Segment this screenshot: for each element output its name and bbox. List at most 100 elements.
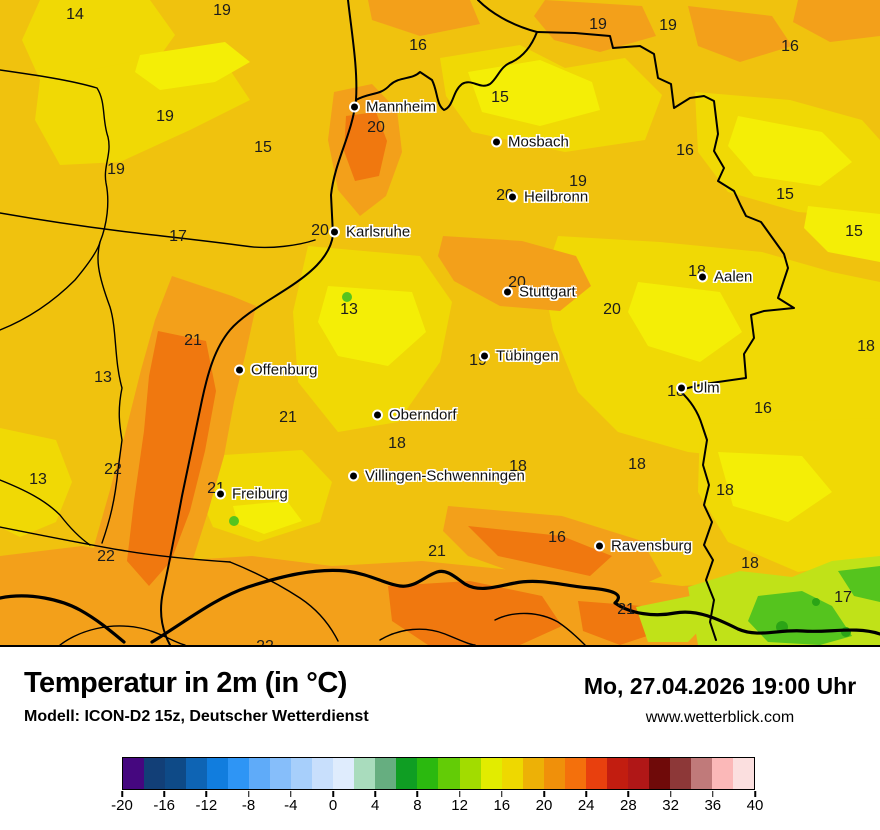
temp-label: 13 bbox=[94, 369, 112, 386]
city-marker: Villingen-Schwenningen bbox=[348, 469, 525, 484]
city-dot-icon bbox=[479, 350, 490, 362]
temp-label: 22 bbox=[104, 461, 122, 478]
city-dot-icon bbox=[234, 364, 245, 376]
scale-tick bbox=[585, 791, 587, 797]
city-name: Villingen-Schwenningen bbox=[365, 467, 525, 485]
scale-segment bbox=[396, 758, 418, 789]
scale-tick-label: 32 bbox=[662, 797, 679, 814]
scale-segment bbox=[501, 758, 523, 789]
city-dot-icon bbox=[507, 191, 518, 203]
scale-tick-label: -4 bbox=[284, 797, 298, 814]
map-title: Temperatur in 2m (in °C) bbox=[24, 667, 347, 699]
scale-segment bbox=[333, 758, 355, 789]
scale-tick-label: 24 bbox=[577, 797, 595, 814]
city-name: Mosbach bbox=[508, 133, 569, 151]
scale-segment bbox=[627, 758, 649, 789]
city-marker: Heilbronn bbox=[507, 190, 588, 205]
scale-segment bbox=[648, 758, 670, 789]
scale-segment bbox=[459, 758, 481, 789]
temp-label: 19 bbox=[156, 108, 174, 125]
temp-label: 18 bbox=[741, 555, 759, 572]
temp-label: 16 bbox=[754, 400, 772, 417]
temp-label: 21 bbox=[428, 543, 446, 560]
city-marker: Oberndorf bbox=[372, 408, 457, 423]
city-dot-icon bbox=[502, 286, 513, 298]
scale-segment bbox=[690, 758, 712, 789]
datetime-label: Mo, 27.04.2026 19:00 Uhr bbox=[583, 673, 857, 699]
scale-tick-label: 40 bbox=[746, 797, 764, 814]
scale-tick-label: 16 bbox=[493, 797, 511, 814]
city-marker: Mosbach bbox=[491, 135, 569, 150]
scale-tick-label: 28 bbox=[620, 797, 637, 814]
scale-segment bbox=[669, 758, 691, 789]
temp-label: 19 bbox=[569, 173, 587, 190]
scale-tick bbox=[374, 791, 376, 797]
scale-segment bbox=[207, 758, 229, 789]
city-dot-icon bbox=[594, 540, 605, 552]
city-dot-icon bbox=[697, 271, 708, 283]
city-dot-icon bbox=[491, 136, 502, 148]
city-name: Offenburg bbox=[251, 361, 318, 379]
temp-label: 17 bbox=[834, 589, 852, 606]
city-name: Heilbronn bbox=[524, 188, 589, 206]
city-dot-icon bbox=[215, 488, 226, 500]
temperature-scale bbox=[122, 757, 755, 790]
temperature-scale-ticks bbox=[121, 790, 756, 798]
city-marker: Ulm bbox=[676, 381, 720, 396]
scale-segment bbox=[144, 758, 166, 789]
city-name: Freiburg bbox=[232, 485, 288, 503]
scale-tick-label: -20 bbox=[111, 797, 133, 814]
city-dot-icon bbox=[348, 470, 359, 482]
scale-tick-label: 20 bbox=[535, 797, 553, 814]
temp-label: 18 bbox=[628, 456, 646, 473]
city-name: Mannheim bbox=[366, 98, 437, 116]
temp-label: 21 bbox=[617, 601, 635, 618]
temp-label: 19 bbox=[589, 16, 607, 33]
scale-tick-label: 4 bbox=[371, 797, 380, 814]
scale-tick bbox=[163, 791, 165, 797]
temp-label: 16 bbox=[409, 37, 427, 54]
scale-tick bbox=[205, 791, 208, 797]
scale-segment bbox=[543, 758, 565, 789]
scale-segment bbox=[228, 758, 250, 789]
scale-tick bbox=[669, 791, 672, 797]
city-name: Karlsruhe bbox=[346, 223, 411, 241]
scale-tick-label: 8 bbox=[413, 797, 422, 814]
scale-tick bbox=[247, 791, 250, 797]
temp-label: 20 bbox=[311, 222, 329, 239]
temp-label: 16 bbox=[781, 38, 799, 55]
city-marker: Aalen bbox=[697, 270, 752, 285]
scale-segment bbox=[354, 758, 376, 789]
temp-label: 20 bbox=[367, 119, 385, 136]
model-info: Modell: ICON-D2 15z, Deutscher Wetterdie… bbox=[24, 708, 369, 725]
map-area: 14 19 16 19 19 16 15 20 19 15 16 19 19 15 20 15 17 20 20 18… bbox=[0, 0, 880, 647]
temp-label: 18 bbox=[388, 435, 406, 452]
scale-segment bbox=[438, 758, 460, 789]
temp-label: 15 bbox=[491, 89, 509, 106]
temp-label: 22 bbox=[256, 638, 274, 647]
scale-tick bbox=[416, 791, 419, 797]
city-name: Ravensburg bbox=[611, 537, 692, 555]
scale-segment bbox=[375, 758, 397, 789]
temp-label: 22 bbox=[97, 548, 115, 565]
city-marker: Offenburg bbox=[234, 363, 317, 378]
temp-label: 18 bbox=[857, 338, 875, 355]
scale-segment bbox=[585, 758, 607, 789]
temp-label: 21 bbox=[279, 409, 297, 426]
temp-label: 17 bbox=[169, 228, 187, 245]
city-marker: Mannheim bbox=[349, 100, 436, 115]
temp-label: 19 bbox=[659, 17, 677, 34]
scale-segment bbox=[417, 758, 439, 789]
city-marker: Ravensburg bbox=[594, 539, 692, 554]
scale-tick-label: 0 bbox=[328, 797, 338, 814]
temperature-field-svg bbox=[0, 0, 880, 645]
scale-segment bbox=[312, 758, 334, 789]
scale-segment bbox=[606, 758, 628, 789]
scale-segment bbox=[564, 758, 586, 789]
website-label: www.wetterblick.com bbox=[645, 709, 795, 726]
temp-label: 20 bbox=[508, 274, 526, 291]
scale-tick bbox=[712, 791, 714, 797]
city-name: Ulm bbox=[693, 379, 720, 397]
city-dot-icon bbox=[329, 226, 340, 238]
